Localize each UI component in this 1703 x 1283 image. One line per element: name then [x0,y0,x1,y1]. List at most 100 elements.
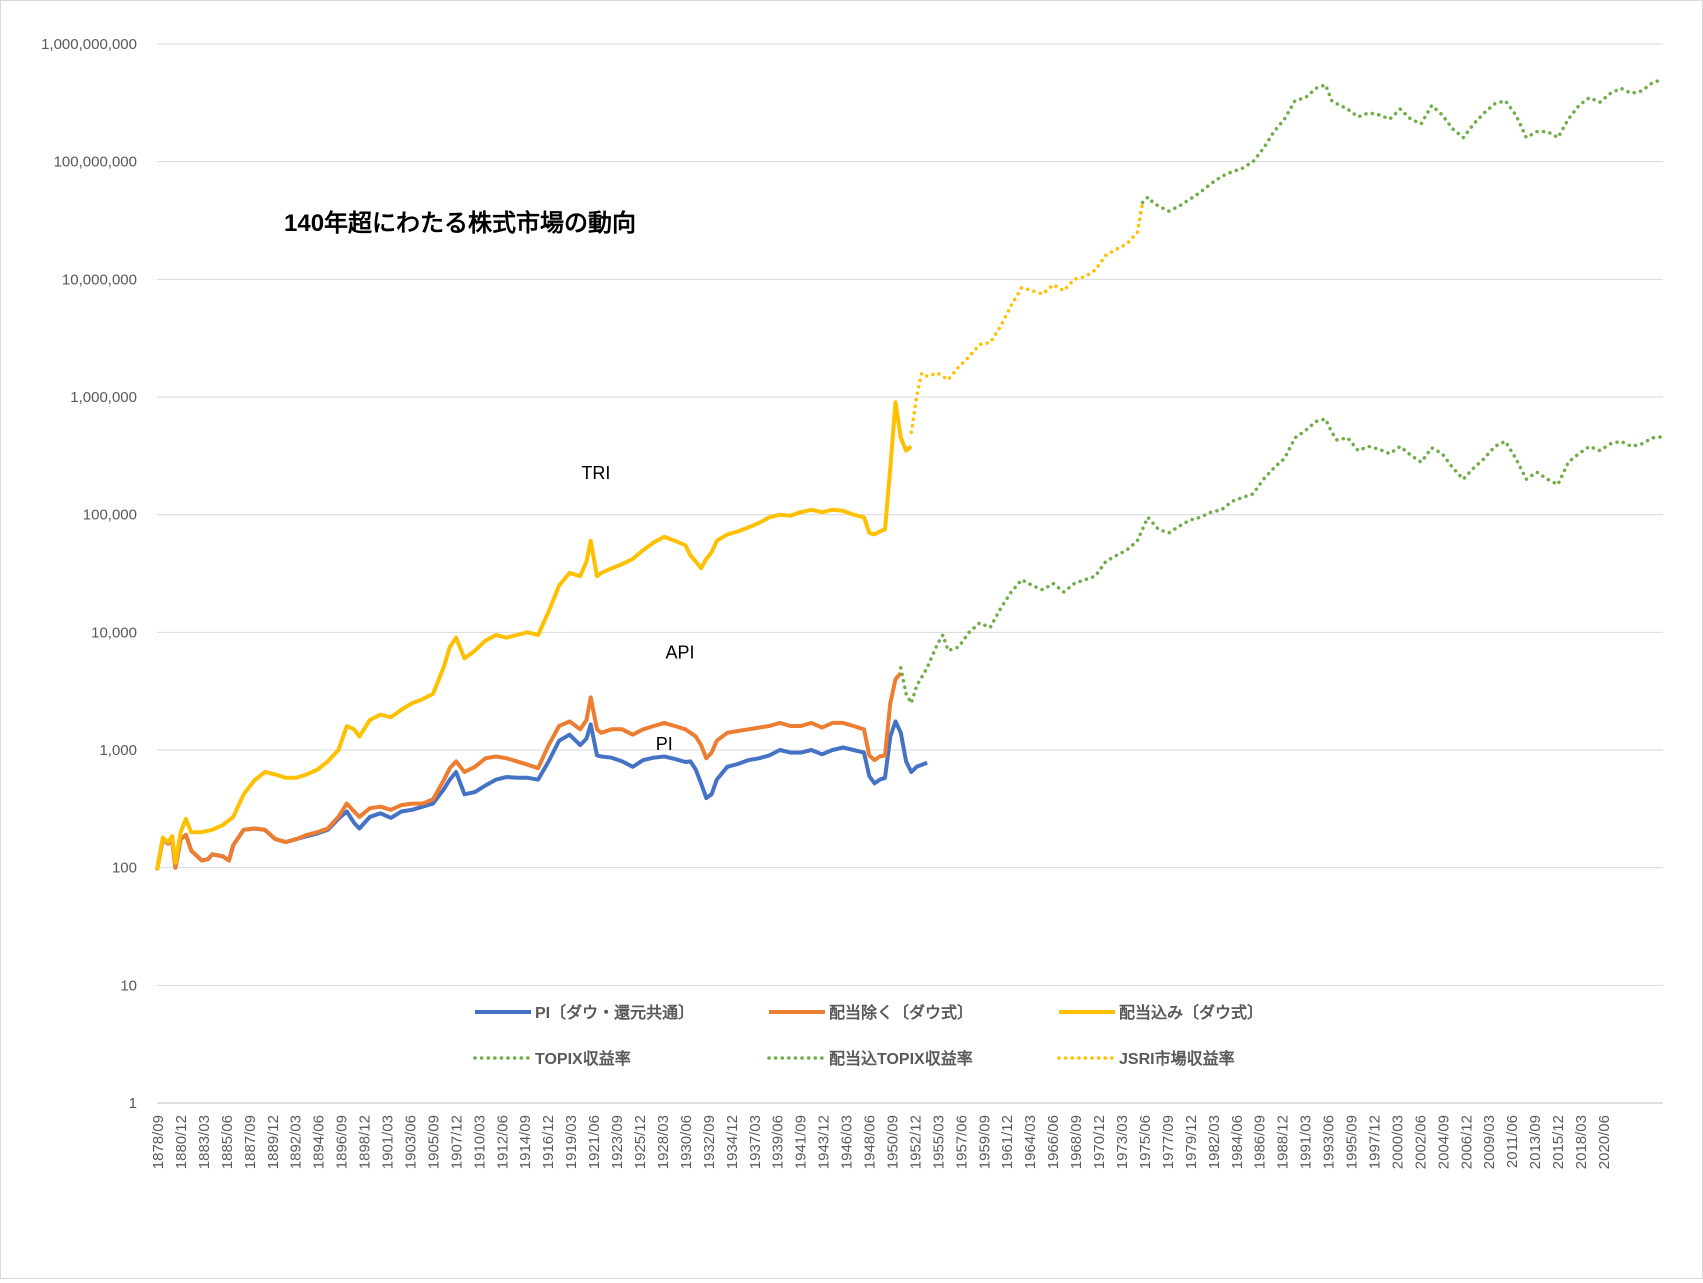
legend-label: 配当除く〔ダウ式〕 [829,1003,973,1022]
series-line-0 [155,719,928,871]
x-tick-label: 2006/12 [1458,1115,1475,1169]
x-tick-label: 1916/12 [540,1115,557,1169]
x-tick-label: 1905/09 [425,1115,442,1169]
x-tick-label: 1968/09 [1068,1115,1085,1169]
y-tick-label: 10,000,000 [62,271,137,288]
y-tick-label: 1,000,000 [70,389,137,406]
x-tick-label: 1934/12 [724,1115,741,1169]
x-tick-label: 1952/12 [907,1115,924,1169]
legend-label: JSRI市場収益率 [1119,1049,1235,1068]
x-tick-label: 2009/03 [1481,1115,1498,1169]
legend-item: JSRI市場収益率 [1057,1049,1235,1068]
annotation-label: TRI [581,463,610,483]
annotation-layer: TRI API PI [581,463,694,754]
x-tick-label: 1997/12 [1366,1115,1383,1169]
x-tick-label: 1986/09 [1252,1115,1269,1169]
x-tick-label: 1961/12 [999,1115,1016,1169]
x-tick-label: 1925/12 [632,1115,649,1169]
x-tick-label: 1889/12 [265,1115,282,1169]
x-tick-label: 1955/03 [930,1115,947,1169]
x-tick-label: 1880/12 [173,1115,190,1169]
chart-title: 140年超にわたる株式市場の動向 [284,209,636,237]
x-tick-label: 1894/06 [311,1115,328,1169]
x-tick-label: 1923/09 [609,1115,626,1169]
x-tick-label: 2018/03 [1573,1115,1590,1169]
y-tick-labels: 1 10 100 1,000 10,000 100,000 1,000,000 10,000,… [41,36,137,1112]
x-tick-label: 1984/06 [1229,1115,1246,1169]
x-tick-label: 1912/06 [494,1115,511,1169]
legend-item: PI〔ダウ・還元共通〕 [475,1003,694,1022]
series-dotted-5 [909,200,1145,435]
x-tick-label: 1943/12 [816,1115,833,1169]
x-tick-label: 1885/06 [219,1115,236,1169]
x-tick-label: 1973/03 [1114,1115,1131,1169]
x-tick-label: 1975/06 [1137,1115,1154,1169]
y-tick-label: 10,000 [91,624,137,641]
x-tick-label: 2004/09 [1435,1115,1452,1169]
x-tick-label: 1928/03 [655,1115,672,1169]
y-tick-label: 100,000 [83,507,137,524]
x-tick-label: 1977/09 [1160,1115,1177,1169]
x-tick-label: 2011/06 [1504,1115,1521,1168]
y-tick-label: 1,000 [99,742,137,759]
x-tick-label: 2015/12 [1550,1115,1567,1169]
legend-item: 配当込み〔ダウ式〕 [1059,1003,1263,1022]
y-tick-label: 100 [112,860,137,877]
legend-item: TOPIX収益率 [473,1049,631,1068]
x-tick-label: 1930/06 [678,1115,695,1169]
series-layer [155,77,1665,871]
x-tick-label: 1941/09 [793,1115,810,1169]
x-tick-label: 1995/09 [1344,1115,1361,1169]
x-tick-labels: 1878/09 1880/12 1883/03 1885/06 1887/09 1889/… [150,1115,1613,1169]
y-tick-label: 1,000,000,000 [41,36,137,53]
legend-item: 配当除く〔ダウ式〕 [769,1003,973,1022]
series-line-1 [155,671,903,871]
legend: PI〔ダウ・還元共通〕 配当除く〔ダウ式〕 配当込み〔ダウ式〕 TOPIX収益率 配当込… [473,1003,1263,1068]
x-tick-label: 1993/06 [1321,1115,1338,1169]
x-tick-label: 1937/03 [747,1115,764,1169]
x-tick-label: 2020/06 [1596,1115,1613,1169]
x-tick-label: 1946/03 [839,1115,856,1169]
x-tick-label: 1957/06 [953,1115,970,1169]
x-tick-label: 1970/12 [1091,1115,1108,1169]
x-tick-label: 1988/12 [1275,1115,1292,1169]
x-tick-label: 1883/03 [196,1115,213,1169]
grid-layer [157,43,1663,1104]
x-tick-label: 1887/09 [242,1115,259,1169]
series-line-2 [155,400,913,871]
x-tick-label: 1959/09 [976,1115,993,1169]
x-tick-label: 1919/03 [563,1115,580,1169]
x-tick-label: 1991/03 [1298,1115,1315,1169]
y-tick-label: 1 [129,1095,137,1112]
y-tick-label: 10 [120,977,137,994]
x-tick-label: 2013/09 [1527,1115,1544,1169]
x-tick-label: 1982/03 [1206,1115,1223,1169]
x-tick-label: 1892/03 [288,1115,305,1169]
legend-item: 配当込TOPIX収益率 [767,1049,973,1068]
series-dotted-3 [899,416,1665,708]
x-tick-label: 1910/03 [471,1115,488,1169]
x-tick-label: 1903/06 [402,1115,419,1169]
x-tick-label: 1907/12 [448,1115,465,1169]
x-tick-label: 1948/06 [862,1115,879,1169]
x-tick-label: 2000/03 [1389,1115,1406,1169]
legend-label: TOPIX収益率 [535,1049,631,1068]
x-tick-label: 1964/03 [1022,1115,1039,1169]
x-tick-label: 1901/03 [380,1115,397,1169]
x-tick-label: 1939/06 [770,1115,787,1169]
y-tick-label: 100,000,000 [54,154,137,171]
x-tick-label: 1979/12 [1183,1115,1200,1169]
x-tick-label: 1898/12 [357,1115,374,1169]
annotation-label: PI [656,734,673,754]
series-dotted-4 [1140,77,1665,214]
legend-label: PI〔ダウ・還元共通〕 [535,1003,694,1022]
x-tick-label: 2002/06 [1412,1115,1429,1169]
x-tick-label: 1950/09 [884,1115,901,1169]
legend-label: 配当込TOPIX収益率 [829,1049,973,1068]
x-tick-label: 1966/06 [1045,1115,1062,1169]
x-tick-label: 1896/09 [334,1115,351,1169]
x-tick-label: 1921/06 [586,1115,603,1169]
x-tick-label: 1914/09 [517,1115,534,1169]
